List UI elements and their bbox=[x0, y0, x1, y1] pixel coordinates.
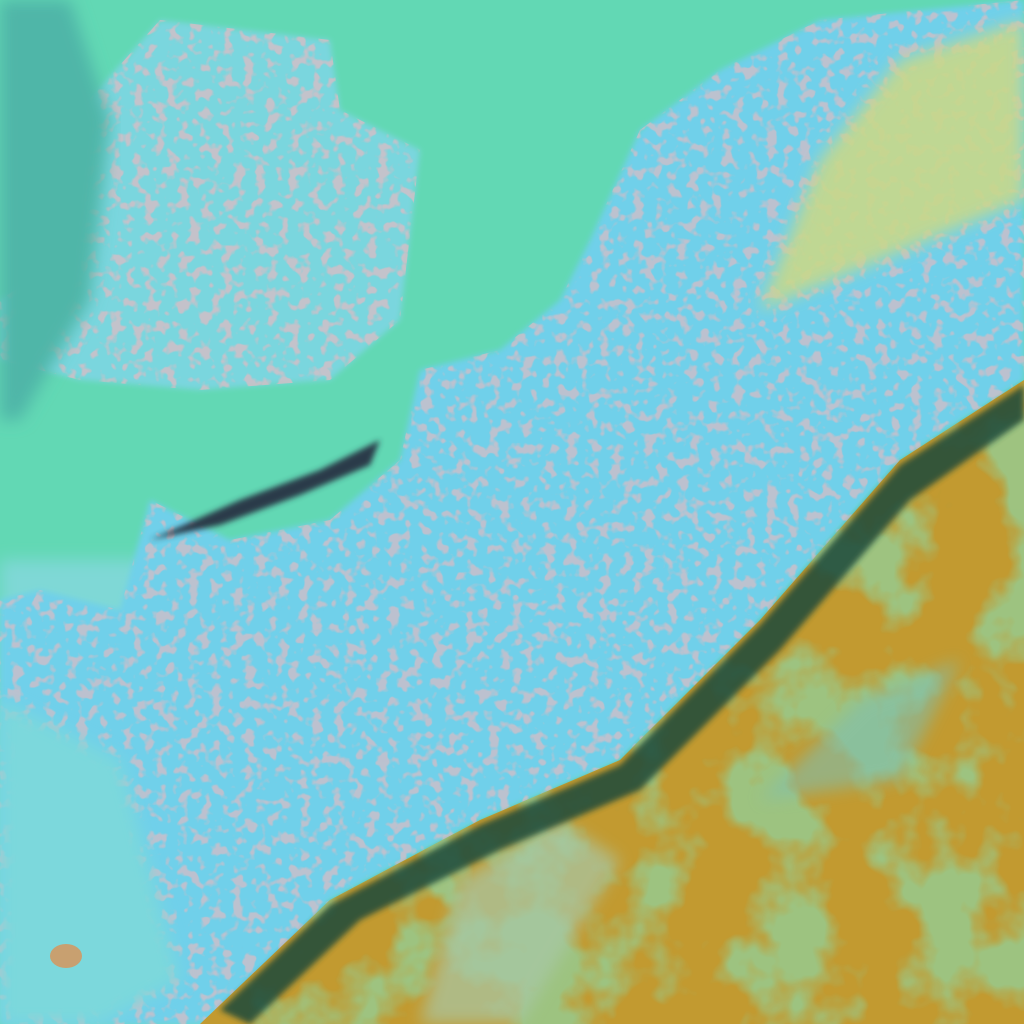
dark-cloud-streak bbox=[150, 440, 380, 540]
northwest-coast-haze bbox=[0, 0, 110, 420]
small-island bbox=[50, 944, 82, 968]
upper-right-haze bbox=[760, 20, 1024, 310]
mountain-ridge bbox=[220, 385, 1024, 1024]
